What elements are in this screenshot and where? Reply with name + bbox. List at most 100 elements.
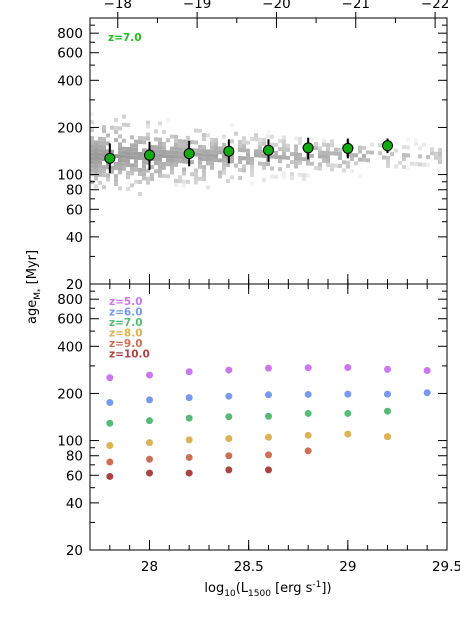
density-cell — [298, 136, 302, 141]
density-cell — [102, 125, 106, 130]
density-cell — [94, 156, 98, 161]
density-cell — [338, 155, 342, 160]
series-point — [225, 466, 233, 474]
density-cell — [182, 155, 186, 160]
density-cell — [202, 165, 206, 170]
density-cell — [246, 140, 250, 145]
density-cell — [294, 136, 298, 141]
density-cell — [142, 152, 146, 157]
density-cell — [354, 153, 358, 158]
density-cell — [254, 137, 258, 142]
density-cell — [158, 169, 162, 174]
top-xtick-label: −20 — [262, 0, 291, 12]
density-cell — [142, 136, 146, 141]
density-cell — [94, 164, 98, 169]
density-cell — [202, 133, 206, 138]
density-cell — [154, 161, 158, 166]
series-point — [146, 371, 153, 379]
series-point — [185, 414, 193, 422]
density-cell — [322, 142, 326, 147]
density-cell — [306, 157, 310, 162]
density-cell — [102, 145, 106, 150]
density-cell — [242, 156, 246, 161]
density-cell — [286, 147, 290, 152]
density-cell — [158, 161, 162, 166]
density-cell — [394, 164, 398, 169]
density-cell — [134, 167, 138, 172]
density-cell — [394, 148, 398, 153]
series-point — [185, 453, 193, 461]
density-cell — [214, 142, 218, 147]
density-cell — [282, 175, 286, 180]
density-cell — [294, 160, 298, 165]
density-cell — [302, 157, 306, 162]
density-cell — [438, 147, 442, 152]
density-cell — [166, 162, 170, 167]
density-cell — [134, 143, 138, 148]
density-cell — [182, 179, 186, 184]
density-cell — [198, 148, 202, 153]
density-cell — [98, 168, 102, 173]
density-cell — [386, 163, 390, 168]
density-cell — [90, 148, 94, 153]
density-cell — [210, 165, 214, 170]
density-cell — [286, 155, 290, 160]
density-cell — [406, 137, 410, 142]
density-cell — [214, 150, 218, 155]
density-cell — [414, 138, 418, 143]
series-point — [384, 390, 391, 398]
density-cell — [238, 147, 242, 152]
density-cell — [154, 149, 158, 154]
density-cell — [146, 176, 150, 181]
density-cell — [130, 183, 134, 188]
density-cell — [426, 163, 430, 168]
density-cell — [90, 168, 94, 173]
density-cell — [346, 160, 350, 165]
density-cell — [142, 156, 146, 161]
density-cell — [226, 179, 230, 184]
bottom-ytick-label: 600 — [57, 312, 83, 328]
density-cell — [142, 160, 146, 165]
density-cell — [194, 140, 198, 145]
series-point — [384, 365, 391, 373]
density-cell — [130, 167, 134, 172]
density-cell — [306, 173, 310, 178]
density-cell — [90, 156, 94, 161]
density-cell — [414, 162, 418, 167]
density-cell — [138, 167, 142, 172]
density-cell — [318, 146, 322, 151]
series-point — [344, 390, 352, 398]
density-cell — [222, 162, 226, 167]
series-point — [106, 374, 114, 382]
density-cell — [250, 156, 254, 161]
density-cell — [158, 141, 162, 146]
top-xtick-label: −22 — [421, 0, 450, 12]
density-cell — [350, 152, 354, 157]
density-cell — [178, 155, 182, 160]
density-cell — [262, 153, 266, 158]
density-cell — [182, 183, 186, 188]
legend-entry: z=6.0 — [109, 307, 143, 319]
density-cell — [222, 142, 226, 147]
density-cell — [158, 153, 162, 158]
top-ytick-label: 200 — [57, 120, 83, 136]
density-cell — [266, 134, 270, 139]
density-cell — [302, 177, 306, 182]
density-cell — [98, 144, 102, 149]
density-cell — [90, 120, 94, 125]
density-cell — [126, 123, 130, 128]
density-cell — [362, 145, 366, 150]
density-cell — [138, 171, 142, 176]
density-cell — [366, 150, 370, 155]
density-cell — [198, 176, 202, 181]
density-cell — [94, 144, 98, 149]
density-cell — [418, 162, 422, 167]
density-cell — [214, 158, 218, 163]
density-cell — [218, 146, 222, 151]
density-cell — [170, 162, 174, 167]
density-cell — [94, 140, 98, 145]
density-cell — [278, 147, 282, 152]
density-cell — [166, 118, 170, 123]
density-cell — [114, 178, 118, 183]
density-cell — [258, 137, 262, 142]
